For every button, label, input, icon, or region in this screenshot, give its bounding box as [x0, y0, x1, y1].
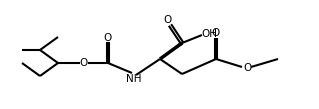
Text: NH: NH	[126, 74, 142, 84]
Text: O: O	[164, 15, 172, 25]
Text: O: O	[104, 33, 112, 43]
Text: O: O	[243, 63, 251, 73]
Polygon shape	[160, 42, 183, 59]
Text: O: O	[212, 28, 220, 38]
Text: O: O	[80, 58, 88, 68]
Text: OH: OH	[201, 29, 217, 39]
